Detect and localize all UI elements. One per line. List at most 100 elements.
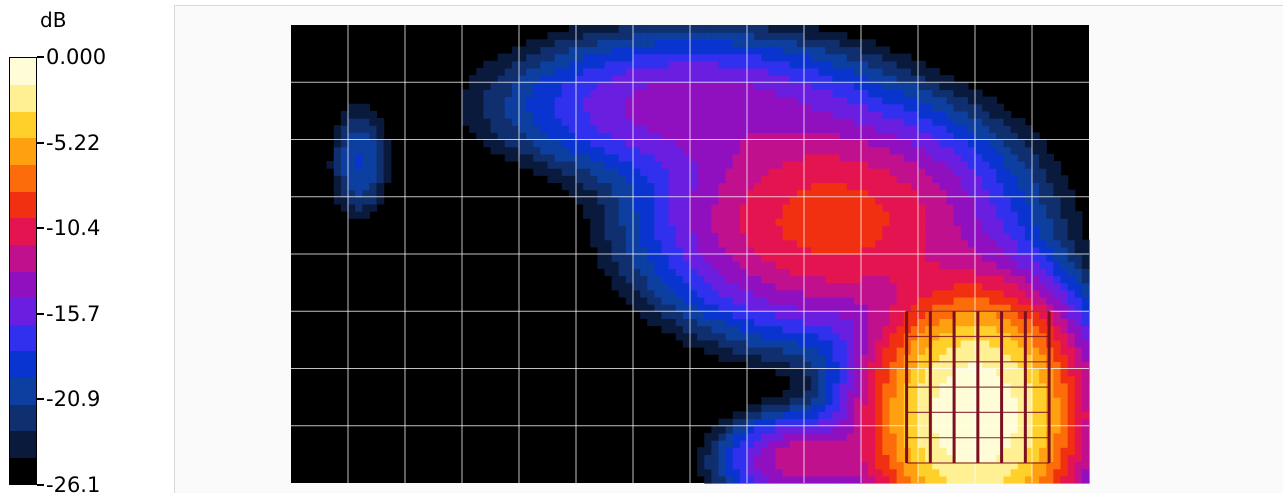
heatmap-cell [804,332,812,341]
heatmap-cell [597,246,606,255]
heatmap-cell [768,218,777,226]
heatmap-cell [583,82,591,91]
heatmap-cell [768,432,777,441]
heatmap-cell [1024,275,1033,284]
heatmap-cell [1024,368,1033,377]
heatmap-cell [868,211,876,219]
heatmap-cell [1024,447,1033,455]
heatmap-cell [804,432,812,441]
heatmap-cell [704,139,712,148]
heatmap-cell [675,268,684,277]
heatmap-cell [896,282,905,291]
heatmap-cell [896,461,905,470]
heatmap-cell [1067,382,1076,391]
heatmap-cell [754,146,762,155]
heatmap-cell [355,139,363,148]
heatmap-cell [697,125,705,133]
heatmap-cell [896,146,905,155]
heatmap-cell [960,289,969,298]
heatmap-cell [967,196,976,205]
heatmap-cell [853,118,862,126]
heatmap-cell [846,332,855,341]
heatmap-cell [910,175,919,184]
heatmap-cell [1074,318,1083,327]
heatmap-cell [796,275,805,284]
heatmap-cell [690,75,698,83]
heatmap-cell [697,168,705,176]
heatmap-cell [839,318,848,327]
heatmap-cell [611,139,620,148]
heatmap-cell [825,218,834,226]
heatmap-cell [846,218,855,226]
heatmap-cell [661,75,670,83]
heatmap-cell [554,89,563,98]
heatmap-cell [661,110,670,119]
heatmap-cell [811,440,819,448]
heatmap-cell [1003,118,1012,126]
heatmap-cell [896,418,905,427]
heatmap-cell [939,354,948,362]
heatmap-cell [853,468,862,477]
heatmap-cell [1074,296,1083,305]
heatmap-cell [967,468,976,477]
heatmap-cell [782,218,791,226]
heatmap-cell [825,397,834,405]
heatmap-cell [1060,440,1069,448]
heatmap-cell [868,275,876,284]
heatmap-cell [868,282,876,291]
heatmap-cell [1010,139,1019,148]
heatmap-cell [732,432,741,441]
heatmap-cell [796,368,805,377]
heatmap-cell [604,246,613,255]
heatmap-cell [982,196,990,205]
heatmap-cell [682,232,691,241]
heatmap-cell [818,125,826,133]
heatmap-cell [576,175,584,184]
heatmap-cell [725,232,734,241]
heatmap-cell [597,118,606,126]
heatmap-cell [1024,347,1033,355]
heatmap-cell [818,96,826,105]
heatmap-cell [853,82,862,91]
heatmap-cell [739,311,748,320]
heatmap-cell [383,175,392,184]
heatmap-cell [1017,368,1026,377]
colorbar-tick-mark [37,141,44,144]
heatmap-cell [675,96,684,105]
heatmap-cell [1060,389,1069,398]
heatmap-cell [839,239,848,248]
heatmap-cell [747,354,755,362]
heatmap-cell [953,146,962,155]
heatmap-cell [725,347,734,355]
heatmap-cell [761,289,769,298]
heatmap-cell [718,425,727,434]
heatmap-cell [861,110,869,119]
heatmap-cell [989,110,997,119]
heatmap-cell [818,418,826,427]
heatmap-cell [526,103,534,112]
heatmap-cell [704,339,712,348]
heatmap-cell [1010,175,1019,184]
heatmap-cell [697,103,705,112]
heatmap-cell [853,325,862,334]
colorbar-legend: dB 0.000 -5.22 -10.4 -15.7 -20.9 -26.1 [0,0,170,497]
heatmap-cell [718,203,727,212]
heatmap-cell [597,110,606,119]
heatmap-cell [875,46,883,55]
heatmap-cell [861,239,869,248]
heatmap-cell [839,461,848,470]
heatmap-cell [711,39,720,48]
heatmap-cell [504,75,513,83]
heatmap-cell [896,311,905,320]
heatmap-cell [697,289,705,298]
heatmap-cell [697,203,705,212]
heatmap-cell [796,461,805,470]
heatmap-cell [853,311,862,320]
heatmap-cell [811,325,819,334]
heatmap-cell [882,89,891,98]
heatmap-cell [739,232,748,241]
heatmap-cell [661,304,670,312]
heatmap-cell [982,411,990,420]
heatmap-cell [825,475,834,484]
heatmap-cell [1032,239,1040,248]
